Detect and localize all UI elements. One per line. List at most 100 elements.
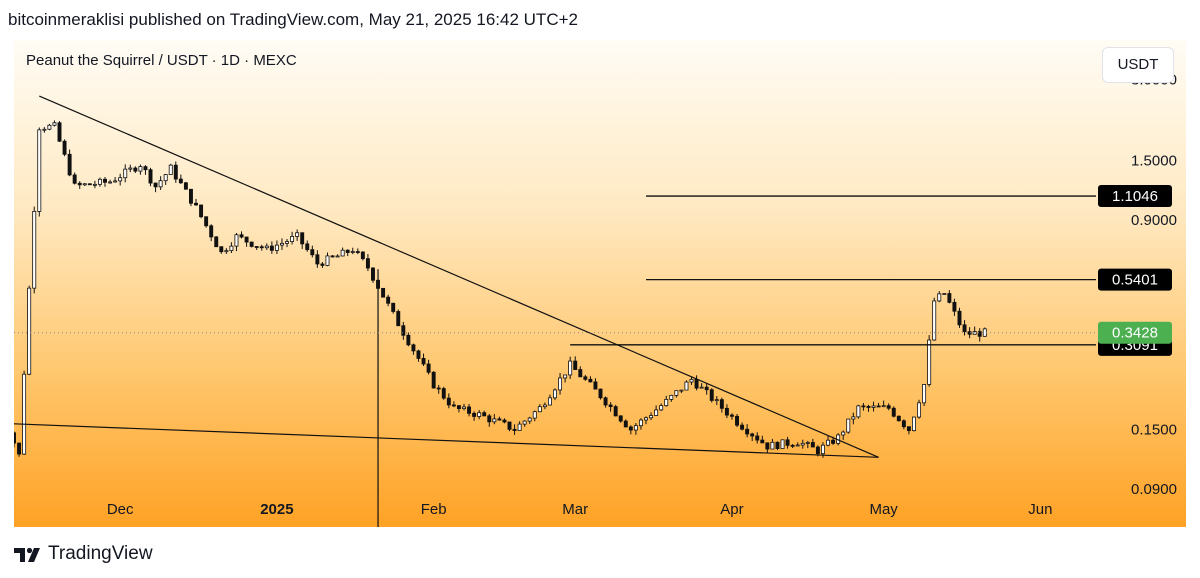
candle: [745, 428, 750, 435]
candle: [123, 168, 128, 179]
candle: [856, 405, 861, 418]
candle: [563, 374, 568, 379]
candle: [406, 334, 411, 346]
candle: [254, 246, 259, 248]
candle: [47, 124, 52, 130]
candle: [704, 386, 709, 391]
candle: [593, 381, 598, 390]
trendline: [14, 423, 879, 458]
candle: [280, 242, 284, 246]
candle: [22, 373, 27, 455]
candle: [608, 404, 613, 408]
candle: [188, 188, 193, 204]
candle: [62, 140, 67, 155]
candle: [183, 182, 188, 190]
candle: [886, 405, 891, 409]
candle: [138, 166, 143, 172]
candle: [598, 388, 603, 399]
candle: [537, 406, 542, 413]
candle: [527, 417, 532, 422]
candle: [92, 183, 97, 186]
level-badge: [1098, 185, 1172, 208]
candle: [805, 442, 810, 444]
candle: [497, 418, 502, 421]
candle: [719, 399, 724, 409]
candle: [871, 405, 876, 408]
candle: [239, 234, 244, 238]
candle: [199, 204, 204, 218]
candle: [699, 386, 704, 389]
candle: [578, 369, 583, 378]
candle: [841, 431, 846, 436]
candle: [901, 420, 906, 428]
candle: [573, 360, 578, 370]
candle: [350, 251, 355, 253]
candle: [462, 406, 466, 410]
candle: [436, 387, 441, 390]
candle: [755, 435, 760, 441]
candle: [456, 405, 461, 410]
candle: [77, 182, 82, 186]
candle: [274, 244, 279, 251]
chart-area[interactable]: 3.00001.50000.90000.15000.0900Dec2025Feb…: [14, 40, 1186, 527]
y-tick-label: 0.9000: [1131, 212, 1177, 229]
x-tick-label: Jun: [1028, 501, 1052, 518]
candle: [547, 397, 552, 406]
candle: [623, 420, 628, 428]
candle: [360, 251, 365, 260]
candle: [912, 416, 916, 432]
candle: [603, 397, 608, 406]
candle: [724, 407, 729, 416]
candle: [209, 225, 214, 238]
candle: [654, 409, 659, 416]
candle: [37, 129, 42, 212]
candle: [259, 246, 264, 249]
candle: [82, 183, 87, 186]
candle: [638, 419, 643, 427]
candle: [153, 182, 158, 188]
candle: [315, 254, 320, 265]
level-badge: [1098, 268, 1172, 291]
candle: [649, 415, 654, 419]
candle: [775, 441, 780, 449]
candle: [962, 324, 967, 333]
candle: [507, 421, 512, 430]
candle: [446, 397, 451, 406]
currency-button[interactable]: USDT: [1102, 47, 1174, 83]
candle: [876, 405, 881, 408]
tradingview-brand[interactable]: TradingView: [14, 542, 153, 566]
candle: [421, 358, 426, 365]
candle: [492, 418, 497, 423]
candle: [67, 153, 72, 176]
candle: [932, 300, 937, 341]
candle: [588, 378, 593, 383]
candle: [128, 167, 133, 170]
candle: [714, 399, 719, 402]
candle: [891, 407, 896, 417]
candle: [441, 388, 446, 399]
level-badge-label: 0.5401: [1112, 272, 1158, 289]
candle: [765, 442, 770, 450]
candle: [826, 439, 830, 446]
candle: [355, 251, 360, 253]
candle: [14, 432, 16, 444]
x-tick-label: Dec: [107, 501, 134, 518]
candle: [957, 310, 962, 326]
candle: [568, 360, 573, 376]
candle: [194, 202, 198, 206]
candle: [264, 245, 269, 249]
candle: [689, 378, 694, 383]
candle: [815, 446, 820, 455]
candle: [42, 128, 47, 131]
candle: [381, 287, 386, 298]
candle: [618, 415, 623, 422]
candle: [679, 389, 684, 392]
price-chart[interactable]: 3.00001.50000.90000.15000.0900Dec2025Feb…: [14, 40, 1186, 527]
candle: [502, 419, 507, 423]
candle: [173, 164, 178, 180]
candle: [750, 433, 755, 437]
candle: [937, 293, 942, 302]
candle: [32, 210, 37, 289]
x-tick-label: Apr: [720, 501, 743, 518]
candle: [947, 293, 952, 303]
